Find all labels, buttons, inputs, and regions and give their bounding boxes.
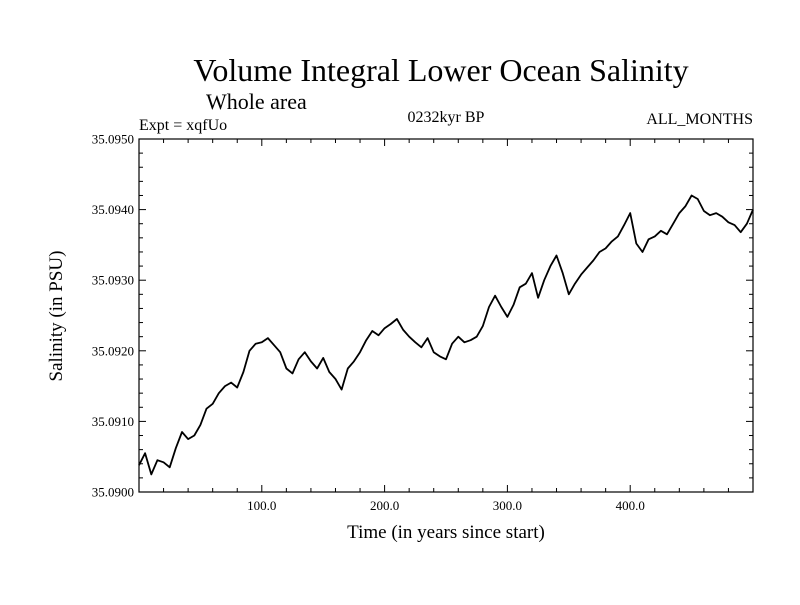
- chart-subtitle: Whole area: [206, 89, 307, 114]
- x-axis-ticks: 100.0 200.0 300.0 400.0: [163, 139, 729, 513]
- period-label: 0232kyr BP: [408, 109, 485, 126]
- y-tick-label: 35.0930: [92, 273, 134, 288]
- y-tick-label: 35.0910: [92, 414, 134, 429]
- y-axis-ticks: 35.0900 35.0910 35.0920 35.0930 35.0940 35.09…: [92, 132, 753, 500]
- y-tick-label: 35.0920: [92, 343, 134, 358]
- y-axis-title: Salinity (in PSU): [46, 251, 67, 382]
- x-tick-label: 400.0: [616, 498, 645, 513]
- series-line: [138, 194, 754, 476]
- plot-frame: [138, 138, 754, 493]
- x-axis-title: Time (in years since start): [347, 522, 545, 543]
- y-tick-label: 35.0940: [92, 202, 134, 217]
- x-tick-label: 300.0: [493, 498, 522, 513]
- x-tick-label: 200.0: [370, 498, 399, 513]
- y-tick-label: 35.0900: [92, 485, 134, 500]
- x-tick-label: 100.0: [247, 498, 276, 513]
- months-label: ALL_MONTHS: [646, 111, 753, 128]
- series-layer: [138, 194, 754, 476]
- chart-title: Volume Integral Lower Ocean Salinity: [193, 52, 688, 88]
- y-tick-label: 35.0950: [92, 132, 134, 147]
- experiment-label: Expt = xqfUo: [139, 117, 227, 134]
